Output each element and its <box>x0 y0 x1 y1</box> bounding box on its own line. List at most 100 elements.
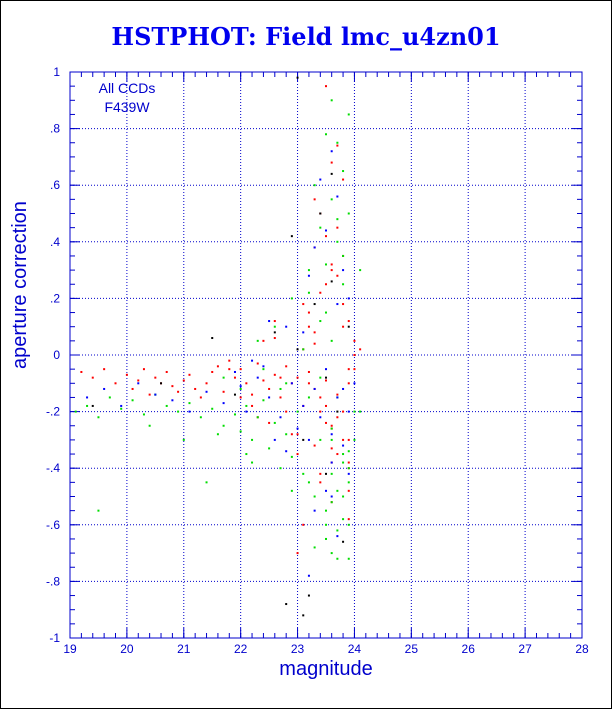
data-point <box>307 481 310 484</box>
data-point <box>342 170 345 173</box>
data-point <box>353 438 356 441</box>
data-point <box>336 557 339 560</box>
data-point <box>330 495 333 498</box>
data-point <box>330 161 333 164</box>
data-point <box>279 387 282 390</box>
data-point <box>353 354 356 356</box>
data-point <box>256 416 259 419</box>
data-point <box>131 387 134 390</box>
y-tick-label: .4 <box>50 235 60 249</box>
data-point <box>285 410 288 413</box>
data-point <box>325 376 327 379</box>
data-point <box>342 444 345 447</box>
data-point <box>330 99 333 102</box>
data-point <box>307 325 310 328</box>
data-point <box>273 438 276 441</box>
data-point <box>268 387 271 390</box>
data-point <box>330 438 333 441</box>
data-point <box>325 404 327 407</box>
y-tick-label: -.2 <box>46 405 60 419</box>
data-point <box>302 523 305 526</box>
data-point <box>165 370 168 373</box>
data-point <box>239 387 242 390</box>
data-point <box>251 359 254 362</box>
x-tick-label: 19 <box>63 642 77 656</box>
x-tick-label: 26 <box>462 642 476 656</box>
data-point <box>325 85 327 88</box>
x-ticks: 19 20 21 22 23 24 25 26 27 28 <box>63 72 589 656</box>
y-tick-label: 0 <box>53 348 60 362</box>
data-point <box>325 379 327 382</box>
data-point <box>313 387 316 390</box>
data-point <box>336 396 339 399</box>
data-point <box>313 495 316 498</box>
data-point <box>319 320 322 323</box>
data-point <box>325 311 327 314</box>
data-point <box>296 348 299 351</box>
data-point <box>325 509 327 512</box>
data-point <box>336 410 339 413</box>
data-point <box>347 325 350 328</box>
data-point <box>330 461 333 464</box>
data-point <box>296 427 299 430</box>
data-point <box>319 481 322 484</box>
data-point <box>336 303 339 306</box>
data-point <box>103 387 106 390</box>
x-tick-label: 25 <box>405 642 419 656</box>
data-point <box>336 489 339 492</box>
y-ticks: -1 -.8 -.6 -.4 -.2 0 .2 .4 .6 .8 1 <box>46 65 582 645</box>
data-point <box>342 269 345 272</box>
data-point <box>279 376 282 379</box>
data-point <box>205 481 208 484</box>
data-point <box>330 198 333 201</box>
data-point <box>342 453 345 456</box>
data-point <box>160 382 163 385</box>
data-point <box>285 382 288 385</box>
data-point <box>347 297 350 300</box>
data-point <box>307 594 310 597</box>
data-point <box>313 546 316 549</box>
data-point <box>347 467 350 470</box>
data-point <box>313 198 316 201</box>
data-point <box>279 416 282 419</box>
data-point <box>302 303 305 306</box>
data-point <box>256 376 259 379</box>
data-point <box>86 404 89 407</box>
data-point <box>131 399 134 402</box>
data-point <box>296 376 299 379</box>
data-point <box>330 501 333 504</box>
data-point <box>182 379 185 382</box>
data-point <box>325 523 327 526</box>
x-tick-label: 22 <box>234 642 248 656</box>
data-point <box>171 399 174 402</box>
data-point <box>313 509 316 512</box>
annotation-ccds: All CCDs <box>99 80 156 96</box>
data-point <box>347 489 350 492</box>
data-point <box>336 453 339 456</box>
data-point <box>342 254 345 257</box>
data-point <box>188 373 191 376</box>
data-point <box>97 509 100 512</box>
data-point <box>319 212 322 215</box>
annotation-filter: F439W <box>104 99 150 115</box>
data-point <box>211 370 214 373</box>
data-point <box>336 141 339 144</box>
data-point <box>245 382 248 385</box>
data-point <box>325 283 327 286</box>
data-point <box>137 382 140 385</box>
data-point <box>336 393 339 396</box>
data-point <box>325 421 327 424</box>
x-axis-label: magnitude <box>279 658 372 680</box>
data-point <box>290 382 293 385</box>
data-point <box>290 489 293 492</box>
data-point <box>325 235 327 238</box>
data-point <box>74 410 77 413</box>
data-point <box>222 376 225 379</box>
data-point <box>347 557 350 560</box>
data-point <box>353 410 356 413</box>
data-point <box>233 413 236 416</box>
data-point <box>347 320 350 323</box>
x-tick-label: 23 <box>291 642 305 656</box>
data-point <box>347 523 350 526</box>
